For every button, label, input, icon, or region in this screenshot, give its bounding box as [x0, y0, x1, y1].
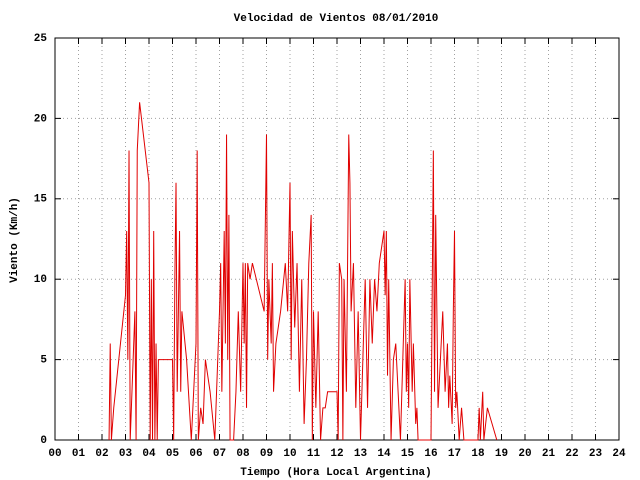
x-tick-label: 15	[401, 448, 415, 460]
x-tick-label: 02	[95, 448, 108, 460]
x-tick-label: 00	[48, 448, 61, 460]
y-tick-label: 15	[34, 194, 48, 206]
x-tick-label: 07	[213, 448, 226, 460]
x-tick-label: 13	[354, 448, 368, 460]
x-tick-label: 11	[307, 448, 321, 460]
y-tick-label: 10	[34, 274, 47, 286]
y-tick-label: 5	[40, 355, 47, 367]
x-tick-label: 05	[166, 448, 180, 460]
x-tick-label: 19	[495, 448, 508, 460]
plot-border	[54, 37, 620, 441]
x-tick-label: 18	[471, 448, 485, 460]
x-axis-label: Tiempo (Hora Local Argentina)	[240, 467, 431, 479]
x-tick-label: 14	[377, 448, 391, 460]
y-tick-label: 0	[40, 435, 47, 447]
x-tick-label: 08	[236, 448, 250, 460]
x-tick-label: 17	[448, 448, 461, 460]
chart-title: Velocidad de Vientos 08/01/2010	[234, 13, 439, 25]
x-tick-label: 03	[119, 448, 133, 460]
x-tick-label: 21	[542, 448, 556, 460]
x-tick-label: 16	[424, 448, 437, 460]
x-tick-label: 10	[283, 448, 296, 460]
x-tick-label: 01	[72, 448, 86, 460]
x-tick-label: 24	[612, 448, 626, 460]
x-tick-label: 23	[589, 448, 603, 460]
data-line	[108, 102, 498, 441]
x-tick-label: 12	[330, 448, 343, 460]
y-tick-label: 25	[34, 33, 48, 45]
x-tick-label: 04	[142, 448, 156, 460]
x-tick-label: 06	[189, 448, 202, 460]
y-axis-label: Viento (Km/h)	[9, 197, 21, 283]
y-tick-label: 20	[34, 113, 47, 125]
x-tick-label: 09	[260, 448, 273, 460]
x-tick-label: 20	[518, 448, 531, 460]
x-tick-label: 22	[565, 448, 578, 460]
